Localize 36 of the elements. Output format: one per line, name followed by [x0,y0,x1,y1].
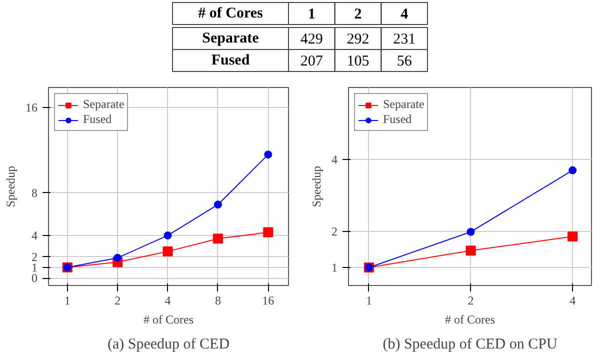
data-label: 231 [393,32,416,48]
y-tick-label: 4 [32,228,38,242]
y-axis-title: Speedup [310,166,324,208]
category-label: 2 [354,6,362,22]
y-tick-label: 16 [26,100,38,115]
text: # of Cores [198,6,264,22]
text: (b) Speedup of CED on CPU [382,336,558,352]
text: Fused [211,52,250,68]
data-label: 292 [346,32,370,48]
y-tick-label: 8 [32,186,38,200]
series-label: Separate [202,30,260,46]
y-tick-label: 2 [332,224,338,238]
x-tick-label: 2 [114,294,121,308]
y-tick-label: 1 [332,260,338,274]
x-tick-label: 8 [214,294,221,308]
legend-label: Separate [383,97,424,112]
data-label: 105 [346,54,370,70]
category-label: 1 [308,6,316,22]
x-tick-label: 4 [570,294,576,308]
x-tick-label: 2 [468,294,474,308]
text: (a) Speedup of CED [107,336,230,352]
x-tick-label: 1 [366,294,372,308]
data-label: 207 [300,54,324,70]
x-tick-label: 1 [64,294,70,308]
x-tick-label: 4 [164,294,171,308]
x-axis-title: # of Cores [144,312,194,326]
legend-label: Separate [83,97,124,112]
legend-label: Fused [383,112,412,127]
data-label: 56 [396,54,412,70]
data-label: 429 [300,32,323,48]
category-label: 4 [400,6,409,22]
y-tick-label: 4 [332,152,338,166]
x-axis-title: # of Cores [445,312,496,326]
y-axis-title: Speedup [4,166,18,208]
legend-label: Fused [83,112,112,127]
x-tick-label: 16 [262,294,274,308]
